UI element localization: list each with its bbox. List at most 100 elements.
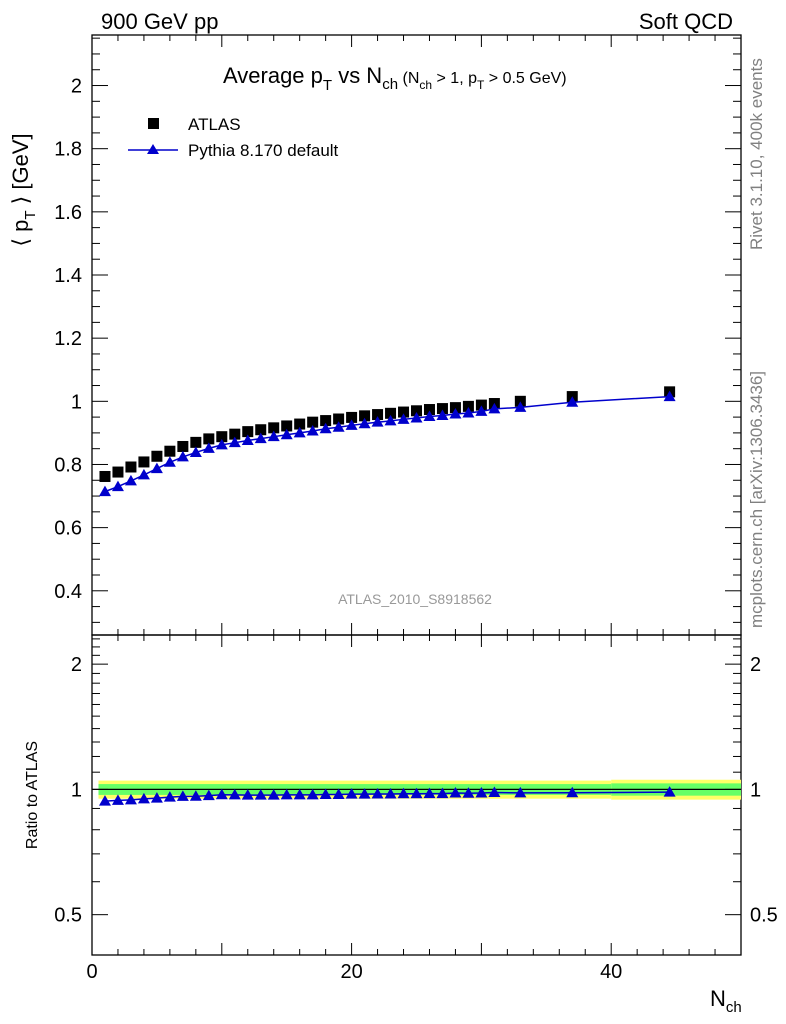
pythia-point xyxy=(663,390,676,402)
pythia-ratio-point xyxy=(111,794,124,805)
pythia-ratio-point xyxy=(267,789,280,800)
legend-atlas-marker xyxy=(148,118,159,129)
x-tick-label: 40 xyxy=(600,961,622,983)
atlas-point xyxy=(436,403,448,415)
pythia-point xyxy=(384,414,397,426)
pythia-ratio-point xyxy=(202,789,215,801)
title-part-b: vs N xyxy=(332,63,382,88)
pythia-ratio-point xyxy=(176,790,189,801)
pythia-ratio-point xyxy=(566,786,579,798)
pythia-point xyxy=(176,450,189,462)
pythia-point xyxy=(410,412,423,423)
x-label-sub: ch xyxy=(726,999,742,1016)
pythia-ratio-point xyxy=(488,786,501,798)
pythia-series xyxy=(98,390,676,497)
atlas-point xyxy=(398,406,410,418)
atlas-point xyxy=(423,404,435,416)
pythia-ratio-point xyxy=(475,787,488,798)
pythia-point xyxy=(436,409,449,421)
ratio-y-tick-label: 2 xyxy=(71,654,82,676)
y-tick-label: 1.2 xyxy=(54,328,82,350)
rivet-side-label: Rivet 3.1.10, 400k events xyxy=(747,58,766,250)
pythia-point xyxy=(124,474,137,486)
title-cond-sub-a: ch xyxy=(419,78,432,92)
pythia-ratio-point xyxy=(293,788,306,800)
legend: ATLAS Pythia 8.170 default xyxy=(128,115,339,160)
analysis-label: ATLAS_2010_S8918562 xyxy=(338,591,492,607)
atlas-point xyxy=(281,420,293,432)
atlas-point xyxy=(216,431,228,443)
axis-tick-labels: 0 20 40 0.4 0.6 0.8 1 1.2 1.4 1.6 1.8 2 0.5 0.5 1 1 2 2 xyxy=(54,76,778,983)
pythia-point xyxy=(189,446,202,457)
atlas-point xyxy=(462,400,474,412)
header-right-label: Soft QCD xyxy=(639,9,733,34)
title-cond-c: > 0.5 GeV) xyxy=(484,70,566,87)
title-sub-b: ch xyxy=(382,76,398,93)
y-tick-label: 0.8 xyxy=(54,454,82,476)
pythia-point xyxy=(293,426,306,438)
atlas-point xyxy=(229,428,241,440)
pythia-point xyxy=(462,407,475,418)
pythia-ratio-point xyxy=(436,787,449,799)
ratio-y-tick-label-right: 2 xyxy=(750,654,761,676)
pythia-ratio-series xyxy=(98,786,676,806)
pythia-series-line xyxy=(104,395,670,493)
title-cond-b: > 1, p xyxy=(432,70,477,87)
pythia-ratio-point xyxy=(254,789,267,800)
atlas-point xyxy=(372,409,384,421)
pythia-ratio-point xyxy=(98,795,111,806)
pythia-point xyxy=(254,432,267,444)
pythia-point xyxy=(514,401,527,412)
atlas-point xyxy=(177,440,189,452)
y-tick-label: 0.4 xyxy=(54,581,82,603)
ratio-y-tick-label-right: 0.5 xyxy=(750,905,778,927)
pythia-ratio-point xyxy=(241,789,254,800)
pythia-point xyxy=(358,417,371,429)
atlas-point xyxy=(307,416,319,428)
title-sub-a: T xyxy=(323,77,332,94)
x-tick-label: 0 xyxy=(86,961,97,983)
pythia-point xyxy=(150,462,163,474)
atlas-point xyxy=(346,411,358,423)
y-tick-label: 1 xyxy=(71,391,82,413)
legend-atlas-label: ATLAS xyxy=(188,115,241,134)
atlas-point xyxy=(268,422,280,434)
atlas-point xyxy=(333,413,345,425)
y-label-open: ⟨ p xyxy=(8,220,33,247)
pythia-ratio-point xyxy=(306,788,319,800)
pythia-ratio-point xyxy=(410,787,423,799)
pythia-point xyxy=(111,480,124,492)
pythia-ratio-point xyxy=(163,791,176,802)
pythia-ratio-point xyxy=(228,788,241,800)
pythia-point xyxy=(397,413,410,424)
y-tick-label: 2 xyxy=(71,76,82,98)
pythia-ratio-point xyxy=(423,787,436,799)
y-tick-label: 1.8 xyxy=(54,139,82,161)
chart-title: Average pT vs Nch (Nch > 1, pT > 0.5 GeV… xyxy=(223,63,567,94)
y-tick-label: 0.6 xyxy=(54,518,82,540)
pythia-point xyxy=(488,402,501,414)
pythia-ratio-point xyxy=(514,786,527,798)
axis-ticks xyxy=(91,35,742,955)
title-cond-sub-b: T xyxy=(477,78,485,92)
x-tick-label: 20 xyxy=(340,961,362,983)
atlas-point xyxy=(99,470,111,482)
atlas-point xyxy=(112,466,124,478)
pythia-ratio-point xyxy=(137,792,150,804)
pythia-point xyxy=(306,425,319,436)
atlas-point xyxy=(475,399,487,411)
pythia-point xyxy=(215,438,228,450)
atlas-point xyxy=(449,402,461,414)
x-axis-label: Nch xyxy=(710,986,742,1016)
pythia-point xyxy=(228,436,241,448)
pythia-point xyxy=(280,428,293,440)
pythia-ratio-point xyxy=(215,788,228,800)
header-left-label: 900 GeV pp xyxy=(101,9,218,34)
y-label-sub: T xyxy=(22,210,39,219)
atlas-point xyxy=(385,407,397,419)
atlas-point xyxy=(359,410,371,422)
atlas-point xyxy=(411,405,422,417)
atlas-point xyxy=(242,426,254,438)
atlas-point xyxy=(151,450,163,462)
pythia-point xyxy=(137,468,150,480)
